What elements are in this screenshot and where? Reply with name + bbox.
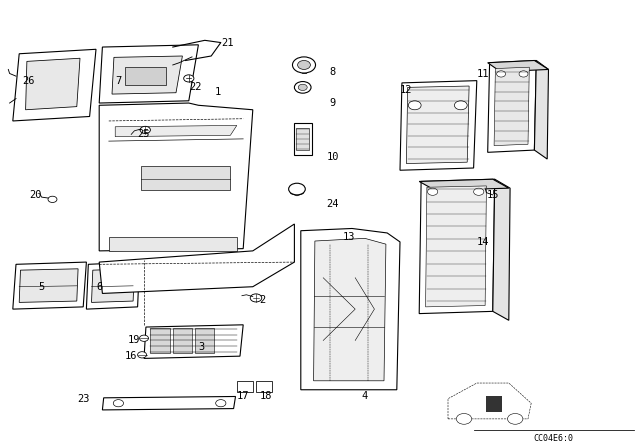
- Polygon shape: [419, 179, 495, 314]
- Text: 8: 8: [330, 67, 336, 77]
- Polygon shape: [115, 125, 237, 137]
- Text: 16: 16: [125, 351, 138, 361]
- Bar: [109, 237, 237, 251]
- Circle shape: [474, 188, 484, 195]
- Text: 19: 19: [128, 336, 141, 345]
- Polygon shape: [494, 67, 529, 146]
- Polygon shape: [26, 58, 80, 110]
- Text: 10: 10: [326, 152, 339, 162]
- Circle shape: [289, 183, 305, 195]
- Polygon shape: [301, 228, 400, 390]
- Polygon shape: [99, 45, 198, 103]
- Circle shape: [48, 196, 57, 202]
- Circle shape: [454, 101, 467, 110]
- Polygon shape: [99, 224, 294, 293]
- Circle shape: [250, 294, 262, 302]
- Bar: [237, 381, 253, 392]
- Circle shape: [216, 400, 226, 407]
- Text: 3: 3: [198, 342, 205, 352]
- Text: 24: 24: [326, 199, 339, 209]
- Circle shape: [519, 71, 528, 77]
- Text: 7: 7: [115, 76, 122, 86]
- Circle shape: [140, 335, 148, 341]
- Circle shape: [508, 414, 523, 424]
- Circle shape: [140, 126, 150, 134]
- Circle shape: [456, 414, 472, 424]
- Polygon shape: [400, 81, 477, 170]
- Text: 5: 5: [38, 282, 45, 292]
- Polygon shape: [19, 269, 78, 302]
- Text: 11: 11: [477, 69, 490, 79]
- Circle shape: [493, 193, 503, 200]
- Polygon shape: [406, 86, 469, 164]
- Polygon shape: [488, 60, 536, 152]
- Bar: [195, 328, 214, 353]
- Polygon shape: [99, 103, 253, 251]
- Text: 20: 20: [29, 190, 42, 200]
- Polygon shape: [144, 325, 243, 358]
- Polygon shape: [314, 238, 386, 381]
- Polygon shape: [419, 179, 509, 190]
- Text: 21: 21: [221, 38, 234, 47]
- Polygon shape: [13, 49, 96, 121]
- Text: 22: 22: [189, 82, 202, 92]
- Bar: [173, 328, 192, 353]
- Polygon shape: [296, 128, 309, 150]
- Polygon shape: [486, 396, 502, 412]
- Polygon shape: [493, 179, 510, 320]
- Circle shape: [184, 75, 194, 82]
- Text: 14: 14: [477, 237, 490, 247]
- Polygon shape: [488, 60, 548, 72]
- Circle shape: [294, 82, 311, 93]
- Circle shape: [408, 101, 421, 110]
- Text: 18: 18: [259, 392, 272, 401]
- Text: 26: 26: [22, 76, 35, 86]
- Text: 13: 13: [342, 233, 355, 242]
- Bar: [125, 67, 166, 85]
- Circle shape: [113, 400, 124, 407]
- Text: 12: 12: [400, 85, 413, 95]
- Text: 1: 1: [214, 87, 221, 97]
- Polygon shape: [112, 56, 182, 94]
- Text: CC04E6:0: CC04E6:0: [534, 434, 573, 443]
- Text: 25: 25: [138, 129, 150, 139]
- Circle shape: [497, 71, 506, 77]
- Text: 4: 4: [362, 392, 368, 401]
- Circle shape: [428, 188, 438, 195]
- Bar: [256, 381, 272, 392]
- Bar: [150, 328, 170, 353]
- Text: 15: 15: [486, 190, 499, 200]
- Polygon shape: [86, 262, 140, 309]
- Text: 9: 9: [330, 98, 336, 108]
- Polygon shape: [13, 262, 86, 309]
- Polygon shape: [534, 60, 548, 159]
- Polygon shape: [448, 383, 531, 419]
- Circle shape: [138, 352, 147, 358]
- Bar: [294, 123, 312, 155]
- Circle shape: [298, 60, 310, 69]
- Circle shape: [292, 57, 316, 73]
- Polygon shape: [92, 269, 134, 302]
- Text: 2: 2: [259, 295, 266, 305]
- Bar: [141, 166, 230, 190]
- Polygon shape: [426, 186, 486, 307]
- Text: 17: 17: [237, 392, 250, 401]
- Circle shape: [298, 84, 307, 90]
- Polygon shape: [102, 396, 236, 410]
- Text: 23: 23: [77, 394, 90, 404]
- Text: 6: 6: [96, 282, 102, 292]
